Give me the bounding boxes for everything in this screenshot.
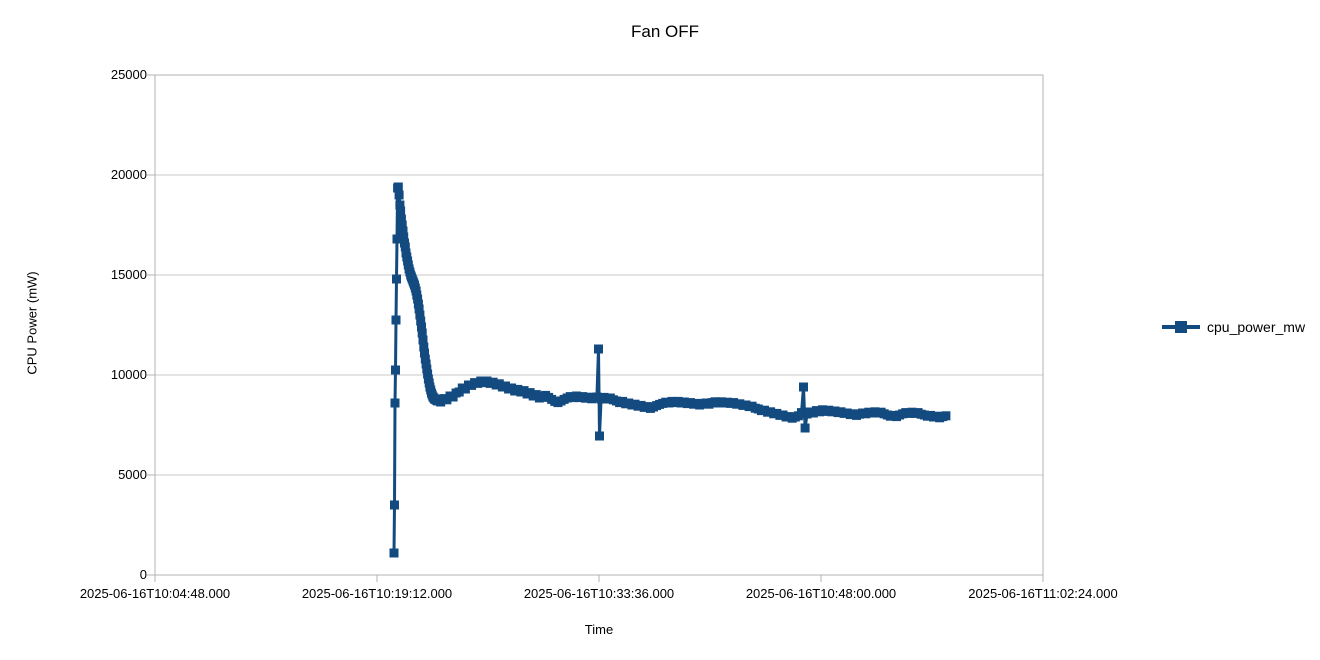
data-point-marker[interactable] <box>399 232 409 242</box>
x-tick-label: 2025-06-16T10:19:12.000 <box>301 586 453 601</box>
y-tick-label: 25000 <box>110 67 147 82</box>
data-point-marker[interactable] <box>417 322 426 332</box>
legend-square-marker-icon <box>1175 321 1187 333</box>
data-point-marker[interactable] <box>396 206 406 216</box>
data-point-marker[interactable] <box>418 335 428 345</box>
legend-label: cpu_power_mw <box>1207 319 1306 335</box>
data-point-marker[interactable] <box>391 315 401 325</box>
data-point-marker[interactable] <box>390 500 399 510</box>
x-tick-label: 2025-06-16T10:33:36.000 <box>523 586 675 601</box>
data-point-marker[interactable] <box>416 316 426 326</box>
x-tick-label: 2025-06-16T10:04:48.000 <box>79 586 231 601</box>
data-point-marker[interactable] <box>423 369 433 379</box>
data-point-marker[interactable] <box>417 328 427 338</box>
data-point-marker[interactable] <box>400 242 410 252</box>
y-tick-label: 15000 <box>110 267 147 282</box>
data-point-marker[interactable] <box>594 344 603 354</box>
legend-line-marker-icon <box>1162 321 1200 333</box>
data-point-marker[interactable] <box>595 431 604 441</box>
data-point-marker[interactable] <box>941 411 951 421</box>
data-point-marker[interactable] <box>414 304 424 314</box>
x-axis-title: Time <box>584 622 614 637</box>
y-tick-label: 0 <box>139 567 147 582</box>
data-point-marker[interactable] <box>797 408 806 418</box>
data-point-marker[interactable] <box>391 365 400 375</box>
data-point-marker[interactable] <box>415 310 425 320</box>
data-point-marker[interactable] <box>393 182 403 192</box>
data-point-marker[interactable] <box>396 214 406 224</box>
data-point-marker[interactable] <box>800 423 810 433</box>
data-point-marker[interactable] <box>394 190 404 200</box>
data-point-marker[interactable] <box>389 548 399 558</box>
chart-title: Fan OFF <box>630 22 699 41</box>
x-tick-label: 2025-06-16T11:02:24.000 <box>968 586 1118 601</box>
data-point-marker[interactable] <box>420 348 429 358</box>
data-point-marker[interactable] <box>413 294 423 304</box>
y-tick-label: 5000 <box>118 467 147 482</box>
data-point-marker[interactable] <box>419 342 429 352</box>
data-point-marker[interactable] <box>398 226 408 236</box>
data-point-marker[interactable] <box>397 220 407 230</box>
y-tick-label: 20000 <box>110 167 147 182</box>
data-point-marker[interactable] <box>392 274 401 284</box>
data-point-marker[interactable] <box>390 398 400 408</box>
data-point-marker[interactable] <box>392 234 402 244</box>
data-point-marker[interactable] <box>421 359 431 369</box>
data-point-marker[interactable] <box>799 382 808 392</box>
x-tick-label: 2025-06-16T10:48:00.000 <box>745 586 897 601</box>
data-point-marker[interactable] <box>413 299 423 309</box>
y-axis-title: CPU Power (mW) <box>24 271 40 375</box>
plot-border <box>154 74 1044 576</box>
data-point-marker[interactable] <box>422 364 432 374</box>
y-tick-label: 10000 <box>110 367 147 382</box>
series-line-cpu-power[interactable] <box>392 182 947 554</box>
legend: cpu_power_mw <box>1162 317 1305 337</box>
data-point-marker[interactable] <box>395 200 405 210</box>
data-point-marker[interactable] <box>420 354 430 364</box>
